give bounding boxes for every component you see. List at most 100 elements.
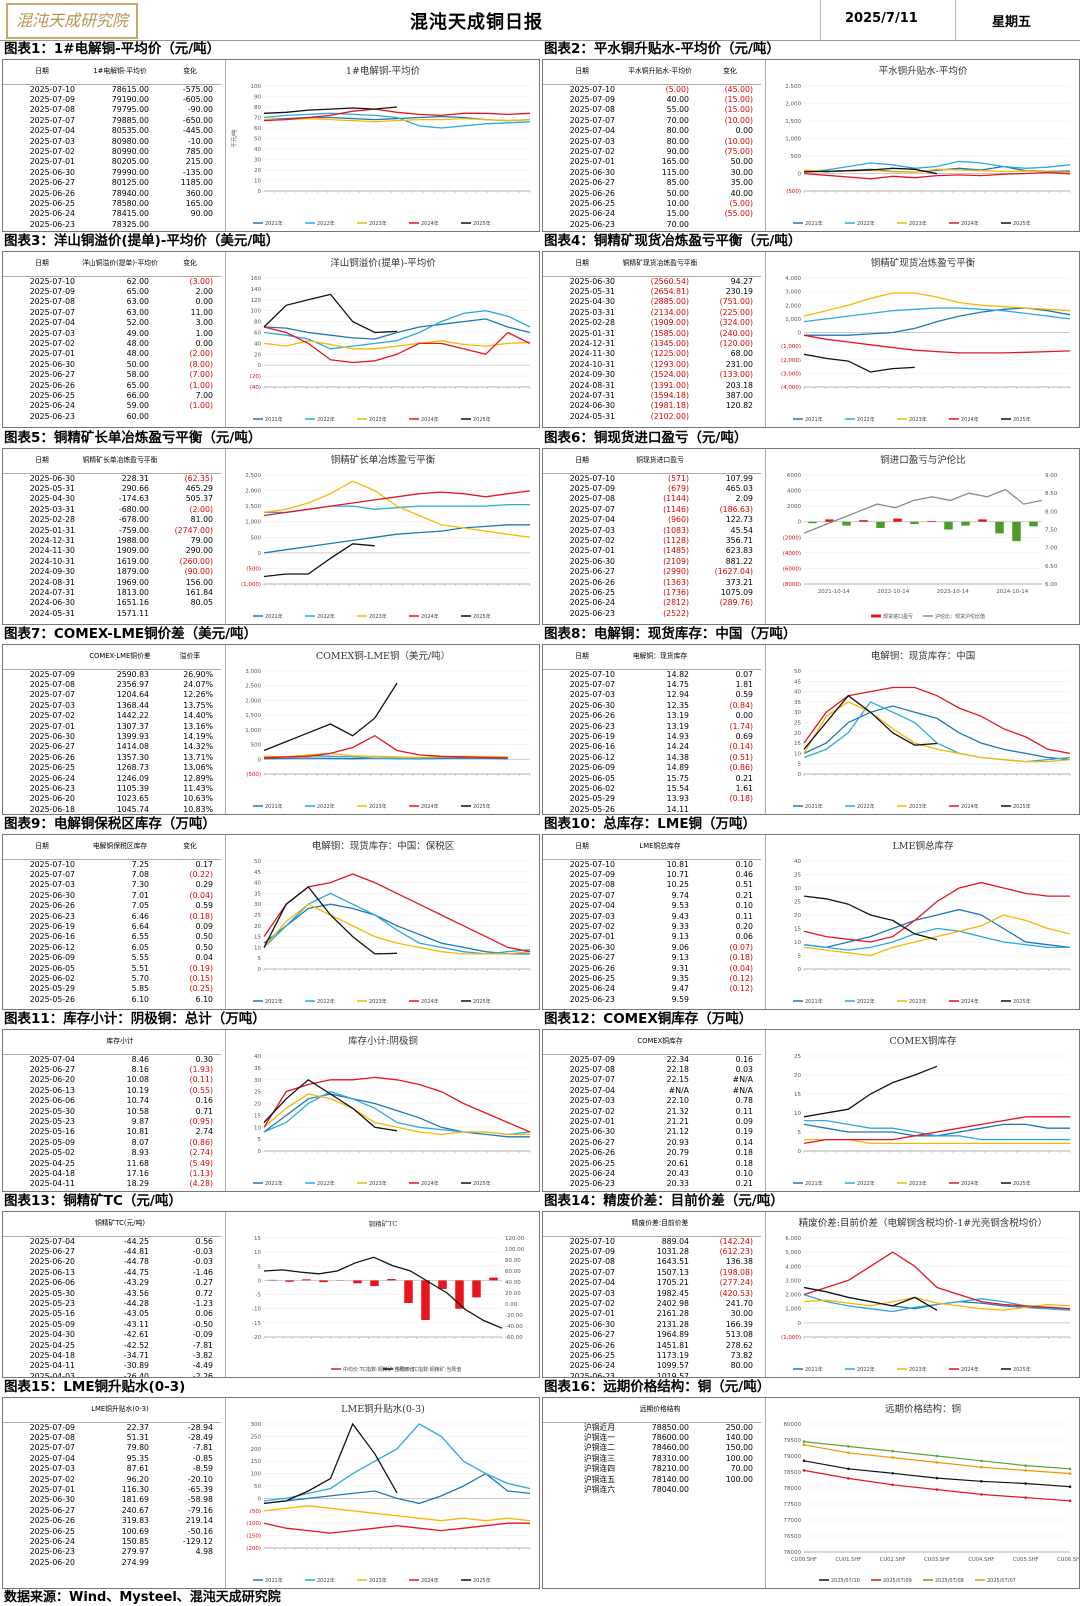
table-header bbox=[699, 449, 761, 474]
legend-item: 2022年 bbox=[317, 1577, 335, 1584]
table-cell: 2025-07-07 bbox=[29, 869, 75, 879]
series-point bbox=[1068, 1485, 1072, 1489]
table-cell: 2025-06-23 bbox=[569, 1179, 615, 1189]
table-row: 2025-07-04 -44.25 0.56 bbox=[3, 1236, 221, 1247]
series-line bbox=[803, 160, 1071, 173]
table-cell: 80.00 bbox=[730, 1361, 753, 1371]
table-cell: (45.00) bbox=[724, 84, 753, 94]
table-cell: 2025-06-30 bbox=[29, 731, 75, 741]
table-row: 2024-12-31 (1345.00) (120.00) bbox=[543, 339, 761, 349]
table-cell: 2025-07-04 bbox=[29, 318, 75, 328]
table-row: 2025-06-24 (2812) (289.76) bbox=[543, 598, 761, 608]
table-header: 变化 bbox=[159, 252, 221, 277]
table-row: 2025-03-31 (2134.00) (225.00) bbox=[543, 308, 761, 318]
table-row: 2025-07-09 10.71 0.46 bbox=[543, 870, 761, 880]
table-cell: (1736) bbox=[663, 587, 689, 597]
y-tick-label: (50) bbox=[250, 1509, 261, 1515]
table-cell: 2025-07-10 bbox=[29, 859, 75, 869]
bar-mark bbox=[370, 1280, 379, 1287]
y-tick-label: 4,000 bbox=[785, 1264, 801, 1270]
table-cell: 2025-06-30 bbox=[569, 942, 615, 952]
table-cell: 6.46 bbox=[131, 911, 149, 921]
table-cell: 136.38 bbox=[725, 1257, 753, 1267]
table-cell: (571) bbox=[668, 473, 689, 483]
table-row: 2025-07-07 1507.13 (198.08) bbox=[543, 1268, 761, 1278]
series-line bbox=[803, 1116, 1070, 1145]
table-cell: 2025-06-27 bbox=[569, 953, 615, 963]
legend-item: 2024年 bbox=[421, 220, 439, 227]
table-row: 2025-06-26 7.05 0.59 bbox=[3, 901, 221, 911]
table-cell: 9.13 bbox=[671, 932, 689, 942]
table-cell: (612.23) bbox=[719, 1246, 753, 1256]
table-cell: 10.71 bbox=[666, 869, 689, 879]
table-row: 2025-06-23 1105.39 11.43% bbox=[3, 784, 221, 794]
y-tick-label: 10 bbox=[794, 751, 801, 757]
table-cell: (5.00) bbox=[729, 198, 753, 208]
y2-tick-label: 40.00 bbox=[505, 1280, 521, 1286]
table-row: 2025-07-10 889.04 (142.24) bbox=[543, 1236, 761, 1247]
series-line bbox=[263, 1522, 530, 1534]
table-header: 变化 bbox=[159, 60, 221, 85]
table-cell: 2024-07-31 bbox=[29, 587, 75, 597]
table-row: 2024-11-30 (1225.00) 68.00 bbox=[543, 349, 761, 359]
bar-mark bbox=[825, 519, 834, 522]
table-cell: 100.00 bbox=[725, 1474, 753, 1484]
table-cell: 2025-03-31 bbox=[29, 504, 75, 514]
y-tick-label: 100 bbox=[251, 309, 262, 315]
table-cell: 240.67 bbox=[121, 1505, 149, 1515]
table-cell: 1307.37 bbox=[116, 721, 149, 731]
legend-item: 2025/07/09 bbox=[883, 1578, 912, 1584]
table-header bbox=[3, 645, 81, 670]
table-cell: 12.35 bbox=[666, 700, 689, 710]
table-cell: 2025-05-31 bbox=[569, 286, 615, 296]
table-cell: (1594.18) bbox=[650, 390, 689, 400]
table-cell: 290.66 bbox=[121, 483, 149, 493]
table-cell: (75.00) bbox=[724, 146, 753, 156]
table-cell: 1988.00 bbox=[116, 535, 149, 545]
table-header: 日期 bbox=[3, 252, 81, 277]
legend-item: 2024年 bbox=[961, 803, 979, 810]
series-point bbox=[980, 1465, 983, 1469]
table-cell: 15.00 bbox=[666, 209, 689, 219]
table-cell: 2025-06-20 bbox=[29, 794, 75, 804]
table-cell: 2025-06-27 bbox=[29, 742, 75, 752]
y-tick-label: 78000 bbox=[784, 1486, 802, 1492]
table-cell: 2025-06-05 bbox=[29, 963, 75, 973]
table-cell: 215.00 bbox=[185, 157, 213, 167]
table-row: 2025-07-04 95.35 -0.85 bbox=[3, 1454, 221, 1464]
table-cell: (260.00) bbox=[179, 556, 213, 566]
panel-chart-4: 图表4：铜精矿现货冶炼盈亏平衡（元/吨） 日期 铜精矿现货冶炼盈亏平衡 2025-06… bbox=[542, 232, 1080, 428]
table-cell: 1813.00 bbox=[116, 587, 149, 597]
table-row: 2025-07-04 (960) 122.73 bbox=[543, 515, 761, 525]
table-row: 2025-05-23 9.87 (0.95) bbox=[3, 1117, 221, 1127]
table-cell: 2025-06-23 bbox=[29, 1547, 75, 1557]
y-tick-label: 90 bbox=[254, 95, 261, 101]
series-line bbox=[263, 480, 531, 538]
table-cell: 78940.00 bbox=[111, 188, 149, 198]
table-cell: 8.93 bbox=[131, 1148, 149, 1158]
series-line bbox=[803, 1123, 1070, 1137]
table-cell: 78040.00 bbox=[651, 1484, 689, 1494]
table-cell: 2025-07-03 bbox=[29, 136, 75, 146]
bar-mark bbox=[268, 1279, 277, 1281]
table-header: 日期 bbox=[543, 449, 621, 474]
y-tick-label: 0 bbox=[798, 1149, 802, 1155]
table-row: 2025-06-25 78580.00 165.00 bbox=[3, 199, 221, 209]
table-row: 2025-06-26 65.00 (1.00) bbox=[3, 381, 221, 391]
y2-tick-label: 0.00 bbox=[505, 1302, 518, 1308]
table-row: 2025-01-31 -759.00 (2747.00) bbox=[3, 526, 221, 536]
panel-title: 图表2：平水铜升贴水-平均价（元/吨） bbox=[544, 41, 780, 57]
bar-mark bbox=[285, 1280, 294, 1282]
table-cell: (1083) bbox=[663, 525, 689, 535]
report-weekday: 星期五 bbox=[992, 15, 1032, 30]
table-cell: 2161.28 bbox=[656, 1309, 689, 1319]
table-cell: 79990.00 bbox=[111, 167, 149, 177]
y2-tick-label: 6.00 bbox=[1045, 582, 1058, 588]
table-header bbox=[543, 1398, 621, 1423]
table-cell: 8.07 bbox=[131, 1137, 149, 1147]
chart-area: COMEX铜库存 0 5 10 15 20 25 2021年 2022年 2023年 2024年 20… bbox=[765, 1030, 1079, 1191]
panel-body: 日期 铜精矿现货冶炼盈亏平衡 2025-06-30 (2560.54) 94.27 202… bbox=[542, 251, 1080, 428]
y-tick-label: 2000 bbox=[787, 504, 801, 510]
table-cell: -44.81 bbox=[123, 1246, 149, 1256]
bar-mark bbox=[978, 519, 987, 522]
